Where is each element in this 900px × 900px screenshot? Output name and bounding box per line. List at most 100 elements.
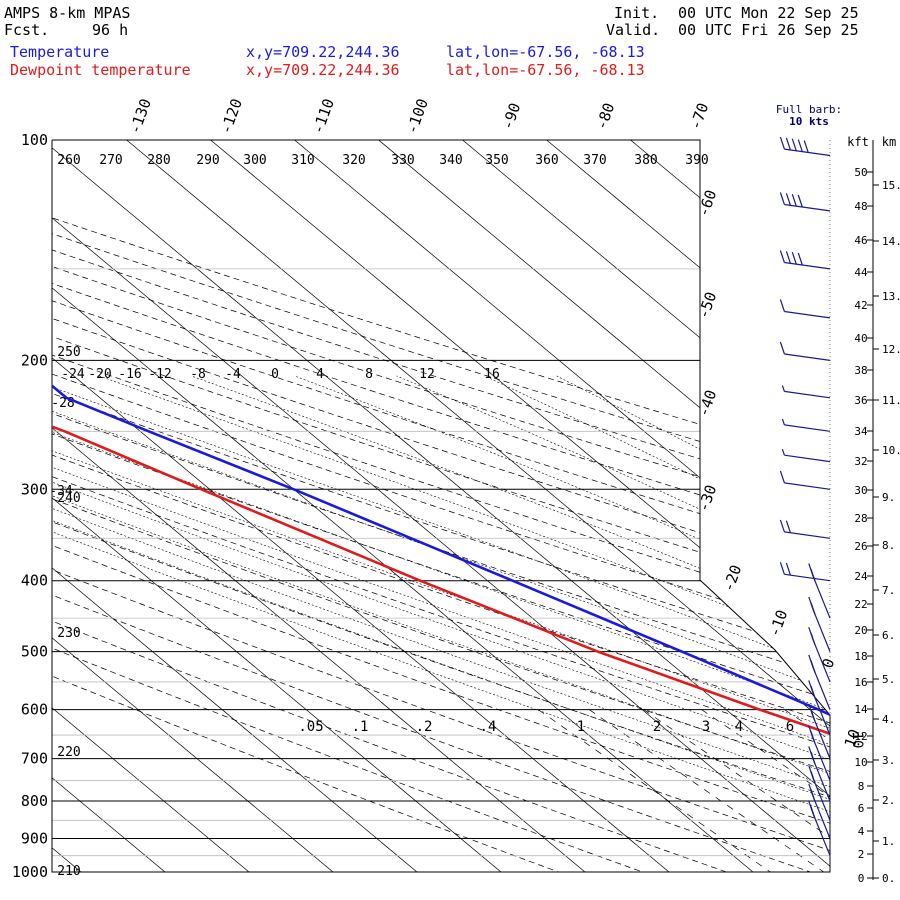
kft-label: 42 <box>854 299 867 312</box>
dry-adiabat-label: 350 <box>485 153 508 168</box>
dry-adiabat-label: 390 <box>685 153 708 168</box>
wind-barb-feather <box>810 731 816 744</box>
km-label: 13. <box>882 290 900 303</box>
kft-label: 40 <box>854 332 867 345</box>
wind-barb-feather <box>810 685 816 699</box>
pressure-label: 800 <box>21 792 48 810</box>
isotherm-label: -110 <box>309 96 338 136</box>
km-label: 7. <box>882 584 895 597</box>
moist-adiabat <box>52 375 830 872</box>
dry-adiabat <box>52 140 830 872</box>
km-label: 12. <box>882 343 900 356</box>
wind-barb-feather <box>810 632 816 645</box>
isotherm-row-label: 0 <box>271 367 279 382</box>
isotherm-row-label: -12 <box>148 367 171 382</box>
wind-barb <box>779 192 831 212</box>
mixing-ratio-label: 4 <box>735 719 743 735</box>
wind-barb-staff <box>784 531 831 539</box>
wind-barb-staff <box>812 758 831 802</box>
wind-barb-feather <box>779 341 785 355</box>
moist-adiabat <box>52 375 830 872</box>
moist-adiabat <box>52 375 830 872</box>
moist-adiabat <box>294 375 830 872</box>
wind-barb-staff <box>812 737 831 781</box>
wind-barb <box>779 136 831 157</box>
wind-barb <box>808 703 831 759</box>
dry-adiabat-label: 290 <box>196 153 219 168</box>
wind-barb-feather <box>785 562 791 576</box>
wind-barb-staff <box>812 715 831 759</box>
moist-adiabat <box>484 375 830 872</box>
isotherm-row-label: -16 <box>118 367 141 382</box>
kft-label: 36 <box>854 394 867 407</box>
dry-adiabat <box>52 140 830 872</box>
isotherm-line <box>52 140 754 872</box>
wind-barb <box>779 562 831 582</box>
km-label: 10. <box>882 444 900 457</box>
dry-adiabat-label: 340 <box>439 153 462 168</box>
wind-barb-feather <box>779 192 785 205</box>
wind-barb-staff <box>784 482 831 490</box>
temperature-latlon: lat,lon=-67.56, -68.13 <box>446 43 645 61</box>
dry-adiabat-label: 300 <box>243 153 266 168</box>
wind-barb-feather <box>785 520 791 533</box>
wind-barb-feather <box>779 136 785 150</box>
moist-adiabat <box>52 375 830 872</box>
pressure-label: 200 <box>21 351 48 369</box>
wind-barb-feather <box>797 194 803 208</box>
dewpoint-xy: x,y=709.22,244.36 <box>246 61 400 79</box>
isotherm-row-label: -4 <box>225 367 241 382</box>
model-title: AMPS 8-km MPAS <box>4 4 131 22</box>
kft-label: 46 <box>854 234 867 247</box>
mixing-ratio-line <box>701 709 830 872</box>
kft-label: 8 <box>858 780 865 793</box>
wind-barb-staff <box>784 310 831 319</box>
pressure-label: 400 <box>21 572 48 590</box>
isotherm-line <box>52 140 250 872</box>
wind-barb <box>808 783 831 839</box>
dry-adiabat-label: 310 <box>291 153 314 168</box>
isotherm-label: -50 <box>694 289 720 321</box>
km-label: 15. <box>882 179 900 192</box>
wind-barb-feather <box>810 751 816 765</box>
pressure-label: 700 <box>21 750 48 768</box>
pressure-label: 900 <box>21 830 48 848</box>
dry-adiabat-label: 280 <box>147 153 170 168</box>
kft-label: 38 <box>854 364 867 377</box>
wind-barb-staff <box>812 666 831 710</box>
kft-label: 50 <box>854 166 867 179</box>
kft-label: 14 <box>854 703 868 716</box>
wind-barb-feather <box>810 602 816 615</box>
wind-barb <box>808 765 831 821</box>
isotherm-label: 10 <box>841 727 864 750</box>
km-label: 2. <box>882 794 895 807</box>
wind-barb-staff <box>784 454 831 463</box>
dry-adiabat <box>52 140 727 872</box>
pressure-label: 300 <box>21 480 48 498</box>
isotherm-line <box>52 140 830 872</box>
wind-barb <box>808 596 831 652</box>
mixing-ratio-label: .4 <box>480 719 497 735</box>
kft-label: 20 <box>854 624 867 637</box>
isotherm-line <box>52 140 418 872</box>
mixing-ratio-label: .2 <box>416 719 433 735</box>
wind-barb-staff <box>812 608 831 652</box>
km-label: 8. <box>882 539 895 552</box>
isotherm-label: -10 <box>765 607 791 639</box>
isotherm-label: -70 <box>686 100 712 132</box>
kft-label: 22 <box>854 598 867 611</box>
isotherm-line <box>52 140 830 872</box>
temperature-legend: Temperature <box>10 43 110 61</box>
km-label: 6. <box>882 629 895 642</box>
wind-barb-feather <box>791 138 797 151</box>
dewpoint-legend: Dewpoint temperature <box>10 61 191 79</box>
km-label: 14. <box>882 235 900 248</box>
barb-legend-line2: 10 kts <box>789 115 829 128</box>
kft-label: 4 <box>858 825 865 838</box>
isotherm-line <box>126 140 830 872</box>
wind-barb-feather <box>791 252 797 265</box>
temperature-xy: x,y=709.22,244.36 <box>246 43 400 61</box>
kft-label: 48 <box>854 200 867 213</box>
wind-barb-feather <box>785 251 791 264</box>
